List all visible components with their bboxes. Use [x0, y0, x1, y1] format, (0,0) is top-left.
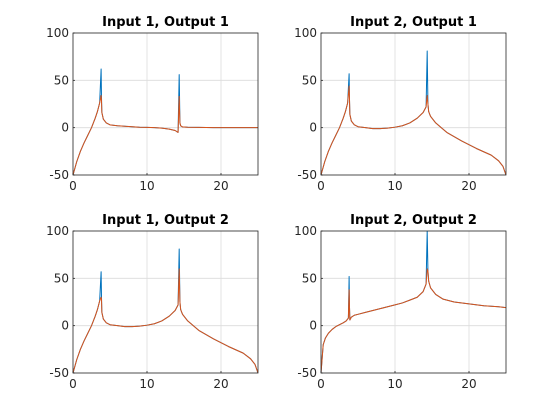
y-tick-label: 0 — [309, 121, 317, 135]
x-tick-label: 0 — [69, 377, 77, 391]
y-tick-label: -50 — [49, 366, 69, 380]
series-line-2 — [321, 268, 506, 373]
x-tick-label: 0 — [317, 179, 325, 193]
y-tick-label: 0 — [61, 121, 69, 135]
y-tick-label: 0 — [309, 319, 317, 333]
plot-area — [321, 231, 506, 373]
plot-area — [73, 231, 258, 373]
y-tick-label: -50 — [49, 168, 69, 182]
y-tick-label: -50 — [297, 168, 317, 182]
x-tick-label: 20 — [461, 377, 476, 391]
series-line-2 — [73, 94, 258, 175]
x-tick-label: 10 — [139, 377, 154, 391]
y-tick-label: 100 — [294, 224, 317, 238]
x-tick-label: 20 — [213, 377, 228, 391]
y-tick-label: 0 — [61, 319, 69, 333]
subplot-title: Input 1, Output 2 — [102, 213, 229, 228]
axes-box — [72, 230, 259, 374]
y-tick-label: 50 — [302, 271, 317, 285]
series-line-2 — [321, 85, 506, 175]
y-tick-label: 100 — [46, 224, 69, 238]
axes-box — [72, 32, 259, 176]
x-tick-label: 0 — [69, 179, 77, 193]
x-tick-label: 10 — [139, 179, 154, 193]
y-tick-label: 100 — [294, 26, 317, 40]
x-tick-label: 20 — [461, 179, 476, 193]
y-tick-label: 100 — [46, 26, 69, 40]
y-tick-label: 50 — [302, 73, 317, 87]
axes-box — [320, 32, 507, 176]
subplot-title: Input 2, Output 2 — [350, 213, 477, 228]
axes-box — [320, 230, 507, 374]
y-tick-label: -50 — [297, 366, 317, 380]
y-tick-label: 50 — [54, 271, 69, 285]
x-tick-label: 10 — [387, 179, 402, 193]
subplot-title: Input 2, Output 1 — [350, 15, 477, 30]
subplot-title: Input 1, Output 1 — [102, 15, 229, 30]
plot-area — [73, 33, 258, 175]
x-tick-label: 0 — [317, 377, 325, 391]
x-tick-label: 10 — [387, 377, 402, 391]
y-tick-label: 50 — [54, 73, 69, 87]
series-line-2 — [73, 268, 258, 373]
plot-area — [321, 33, 506, 175]
x-tick-label: 20 — [213, 179, 228, 193]
